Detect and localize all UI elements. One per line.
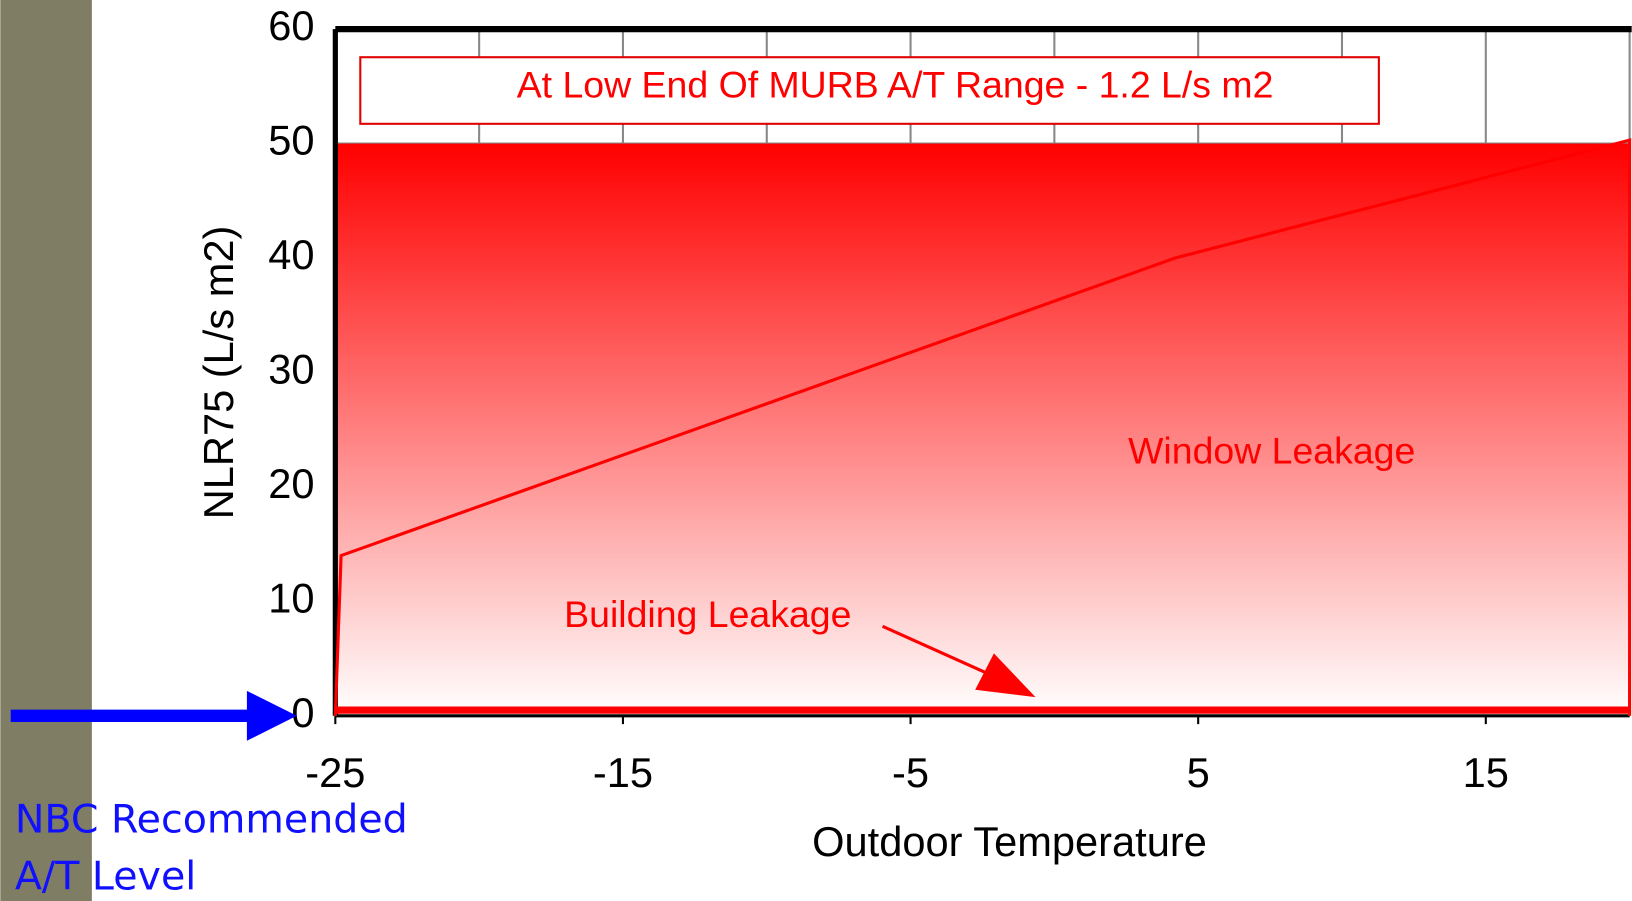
nbc-arrow-head: [246, 690, 297, 741]
annotation-arrow: [881, 624, 995, 678]
y-axis-label: NLR75 (L/s m2): [195, 226, 242, 520]
y-tick-label: 10: [268, 574, 314, 621]
side-bar: [0, 0, 92, 901]
y-tick-label: 20: [268, 460, 314, 507]
x-tick-label: -25: [305, 749, 365, 796]
x-tick-label: -15: [593, 749, 653, 796]
series-line: [333, 138, 1632, 716]
x-tick-label: -5: [892, 749, 929, 796]
y-tick-label: 40: [268, 231, 314, 278]
y-tick-label: 60: [268, 2, 314, 49]
y-tick-label: 30: [268, 345, 314, 392]
title-box: [359, 56, 1380, 125]
x-tick-label: 5: [1187, 749, 1210, 796]
chart-title: At Low End Of MURB A/T Range - 1.2 L/s m…: [517, 63, 1274, 105]
building-label: Building Leakage: [564, 593, 851, 635]
nbc-label: A/T Level: [15, 854, 196, 900]
x-axis-label: Outdoor Temperature: [812, 818, 1207, 865]
nbc-label: NBC Recommended: [15, 796, 408, 842]
x-tick-label: 15: [1463, 749, 1509, 796]
window-label: Window Leakage: [1128, 430, 1415, 472]
shaded-area: [335, 143, 1630, 716]
y-tick-label: 0: [291, 689, 314, 736]
y-tick-label: 50: [268, 117, 314, 164]
arrow-head: [975, 653, 1036, 698]
